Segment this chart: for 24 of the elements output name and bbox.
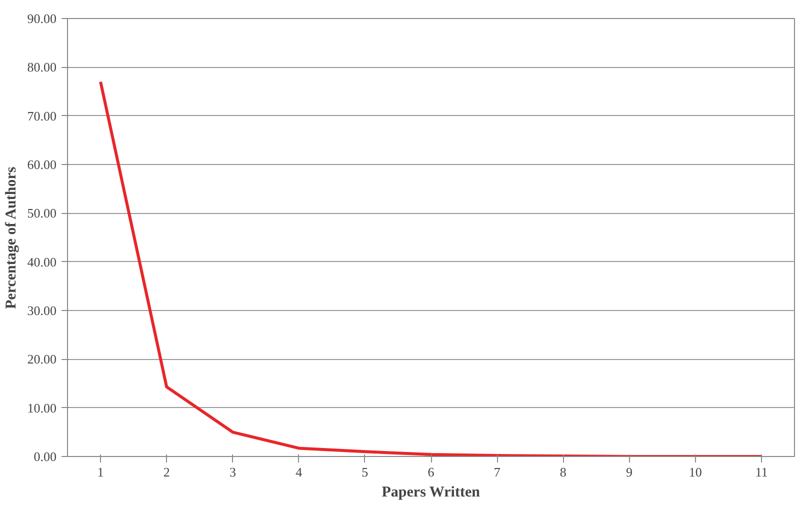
line-series bbox=[99, 80, 763, 456]
x-tick-label: 6 bbox=[428, 464, 435, 480]
y-axis-title: Percentage of Authors bbox=[3, 166, 20, 310]
x-tick-label: 5 bbox=[362, 464, 368, 480]
x-tick-label: 4 bbox=[296, 464, 303, 480]
y-tick-label: 0.00 bbox=[34, 449, 56, 464]
y-tick-label: 40.00 bbox=[27, 254, 56, 270]
x-tick-label: 3 bbox=[229, 464, 236, 480]
x-tick-label: 1 bbox=[97, 464, 104, 480]
y-tick-label: 90.00 bbox=[27, 11, 56, 26]
x-tick-label: 11 bbox=[755, 464, 768, 480]
y-tick-label: 50.00 bbox=[27, 206, 56, 221]
y-tick-label: 60.00 bbox=[27, 157, 56, 172]
x-tick-label: 7 bbox=[494, 464, 501, 480]
y-tick-label: 10.00 bbox=[27, 400, 56, 416]
x-axis-title: Papers Written bbox=[382, 484, 481, 500]
x-tick-label: 2 bbox=[163, 464, 170, 480]
x-tick-label: 10 bbox=[688, 464, 702, 480]
y-tick-label: 20.00 bbox=[27, 352, 56, 367]
y-tick-label: 70.00 bbox=[27, 108, 56, 124]
y-tick-label: 80.00 bbox=[27, 60, 56, 75]
x-tick-label: 9 bbox=[626, 464, 633, 480]
x-tick-label: 8 bbox=[560, 464, 566, 480]
y-tick-label: 30.00 bbox=[27, 303, 56, 318]
